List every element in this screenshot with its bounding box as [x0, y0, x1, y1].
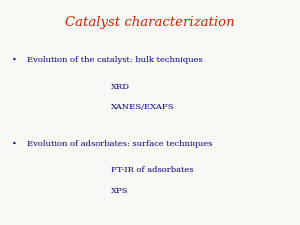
Text: •: • — [12, 56, 17, 64]
Text: XANES/EXAFS: XANES/EXAFS — [111, 104, 175, 112]
Text: Catalyst characterization: Catalyst characterization — [65, 16, 235, 29]
Text: FT-IR of adsorbates: FT-IR of adsorbates — [111, 166, 194, 175]
Text: •: • — [12, 140, 17, 148]
Text: XPS: XPS — [111, 187, 128, 195]
Text: XRD: XRD — [111, 83, 130, 91]
Text: Evolution of the catalyst: bulk techniques: Evolution of the catalyst: bulk techniqu… — [27, 56, 203, 64]
Text: Evolution of adsorbates: surface techniques: Evolution of adsorbates: surface techniq… — [27, 140, 212, 148]
